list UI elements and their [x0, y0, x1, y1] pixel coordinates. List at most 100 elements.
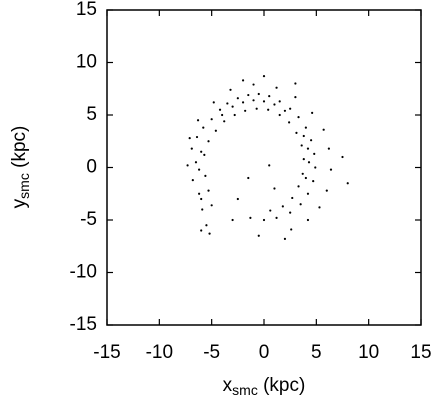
x-label-main: x	[223, 375, 233, 396]
point	[262, 75, 266, 78]
point	[207, 189, 210, 192]
point	[289, 107, 292, 110]
point	[200, 229, 203, 232]
point	[218, 108, 222, 111]
point	[283, 109, 287, 112]
point	[262, 100, 266, 103]
point	[313, 152, 316, 155]
point	[236, 197, 239, 201]
point	[194, 161, 198, 164]
point	[214, 129, 217, 132]
point	[191, 179, 194, 182]
point	[295, 131, 298, 134]
point	[268, 95, 271, 98]
point	[257, 234, 260, 237]
point	[229, 88, 232, 91]
y-label-sub: smc	[16, 173, 32, 199]
point	[210, 204, 213, 207]
y-axis-label: ysmc (kpc)	[9, 126, 32, 209]
point	[299, 203, 302, 206]
point	[304, 126, 307, 129]
point	[221, 113, 224, 117]
point	[329, 168, 333, 171]
point	[198, 192, 201, 195]
point	[325, 189, 328, 192]
y-label-main: y	[9, 198, 30, 208]
x-tick-label: -5	[203, 342, 220, 363]
point	[306, 147, 310, 150]
point	[223, 120, 226, 123]
y-tick-label: 0	[86, 157, 97, 178]
point	[247, 176, 250, 180]
point	[267, 108, 270, 111]
x-tick-label: -10	[146, 342, 173, 363]
point	[190, 147, 193, 150]
point	[262, 218, 266, 222]
point	[291, 196, 294, 200]
point	[289, 211, 292, 214]
plot-frame	[106, 9, 422, 326]
point	[247, 93, 250, 97]
point	[200, 150, 203, 153]
point	[210, 118, 213, 121]
point	[311, 111, 314, 114]
point	[196, 119, 200, 122]
point	[273, 187, 276, 190]
point	[198, 168, 201, 171]
point	[241, 101, 245, 104]
point	[300, 144, 303, 147]
y-label-unit: (kpc)	[9, 126, 30, 174]
point	[226, 102, 229, 105]
x-tick-label: 5	[311, 342, 322, 363]
point	[290, 228, 293, 231]
point	[294, 96, 297, 99]
point	[314, 166, 317, 169]
y-tick-label: -10	[70, 262, 97, 283]
point	[195, 135, 199, 139]
point	[306, 192, 310, 195]
point	[212, 101, 215, 104]
point	[346, 182, 349, 185]
point	[233, 113, 236, 117]
x-tick-label: 0	[259, 342, 270, 363]
y-tick-label: -15	[70, 314, 97, 335]
point	[297, 116, 300, 119]
point	[318, 206, 321, 209]
point	[327, 147, 330, 150]
point	[281, 205, 284, 208]
point	[310, 139, 313, 142]
x-axis-label: xsmc (kpc)	[223, 375, 306, 398]
point	[302, 158, 305, 161]
point	[202, 126, 205, 129]
point	[204, 174, 207, 177]
x-tick-label: 15	[410, 342, 431, 363]
point	[236, 97, 239, 100]
x-tick-label: -15	[93, 342, 120, 363]
point	[288, 121, 291, 124]
point	[275, 86, 278, 89]
point	[301, 172, 304, 175]
point	[207, 140, 210, 143]
point	[249, 216, 252, 219]
point	[244, 109, 247, 112]
point	[188, 137, 191, 140]
point	[275, 216, 278, 219]
y-tick-label: 15	[76, 0, 97, 20]
point	[283, 237, 287, 240]
point	[294, 82, 297, 85]
point	[252, 83, 255, 86]
point	[200, 197, 203, 201]
point	[341, 155, 344, 159]
point	[306, 218, 310, 222]
point	[231, 105, 234, 108]
point	[231, 218, 234, 222]
x-label-sub: smc	[232, 382, 258, 398]
point	[302, 134, 305, 138]
point	[241, 79, 245, 82]
point	[201, 208, 204, 211]
point	[307, 161, 311, 164]
point	[268, 164, 271, 167]
point	[322, 128, 325, 131]
point	[186, 164, 189, 167]
